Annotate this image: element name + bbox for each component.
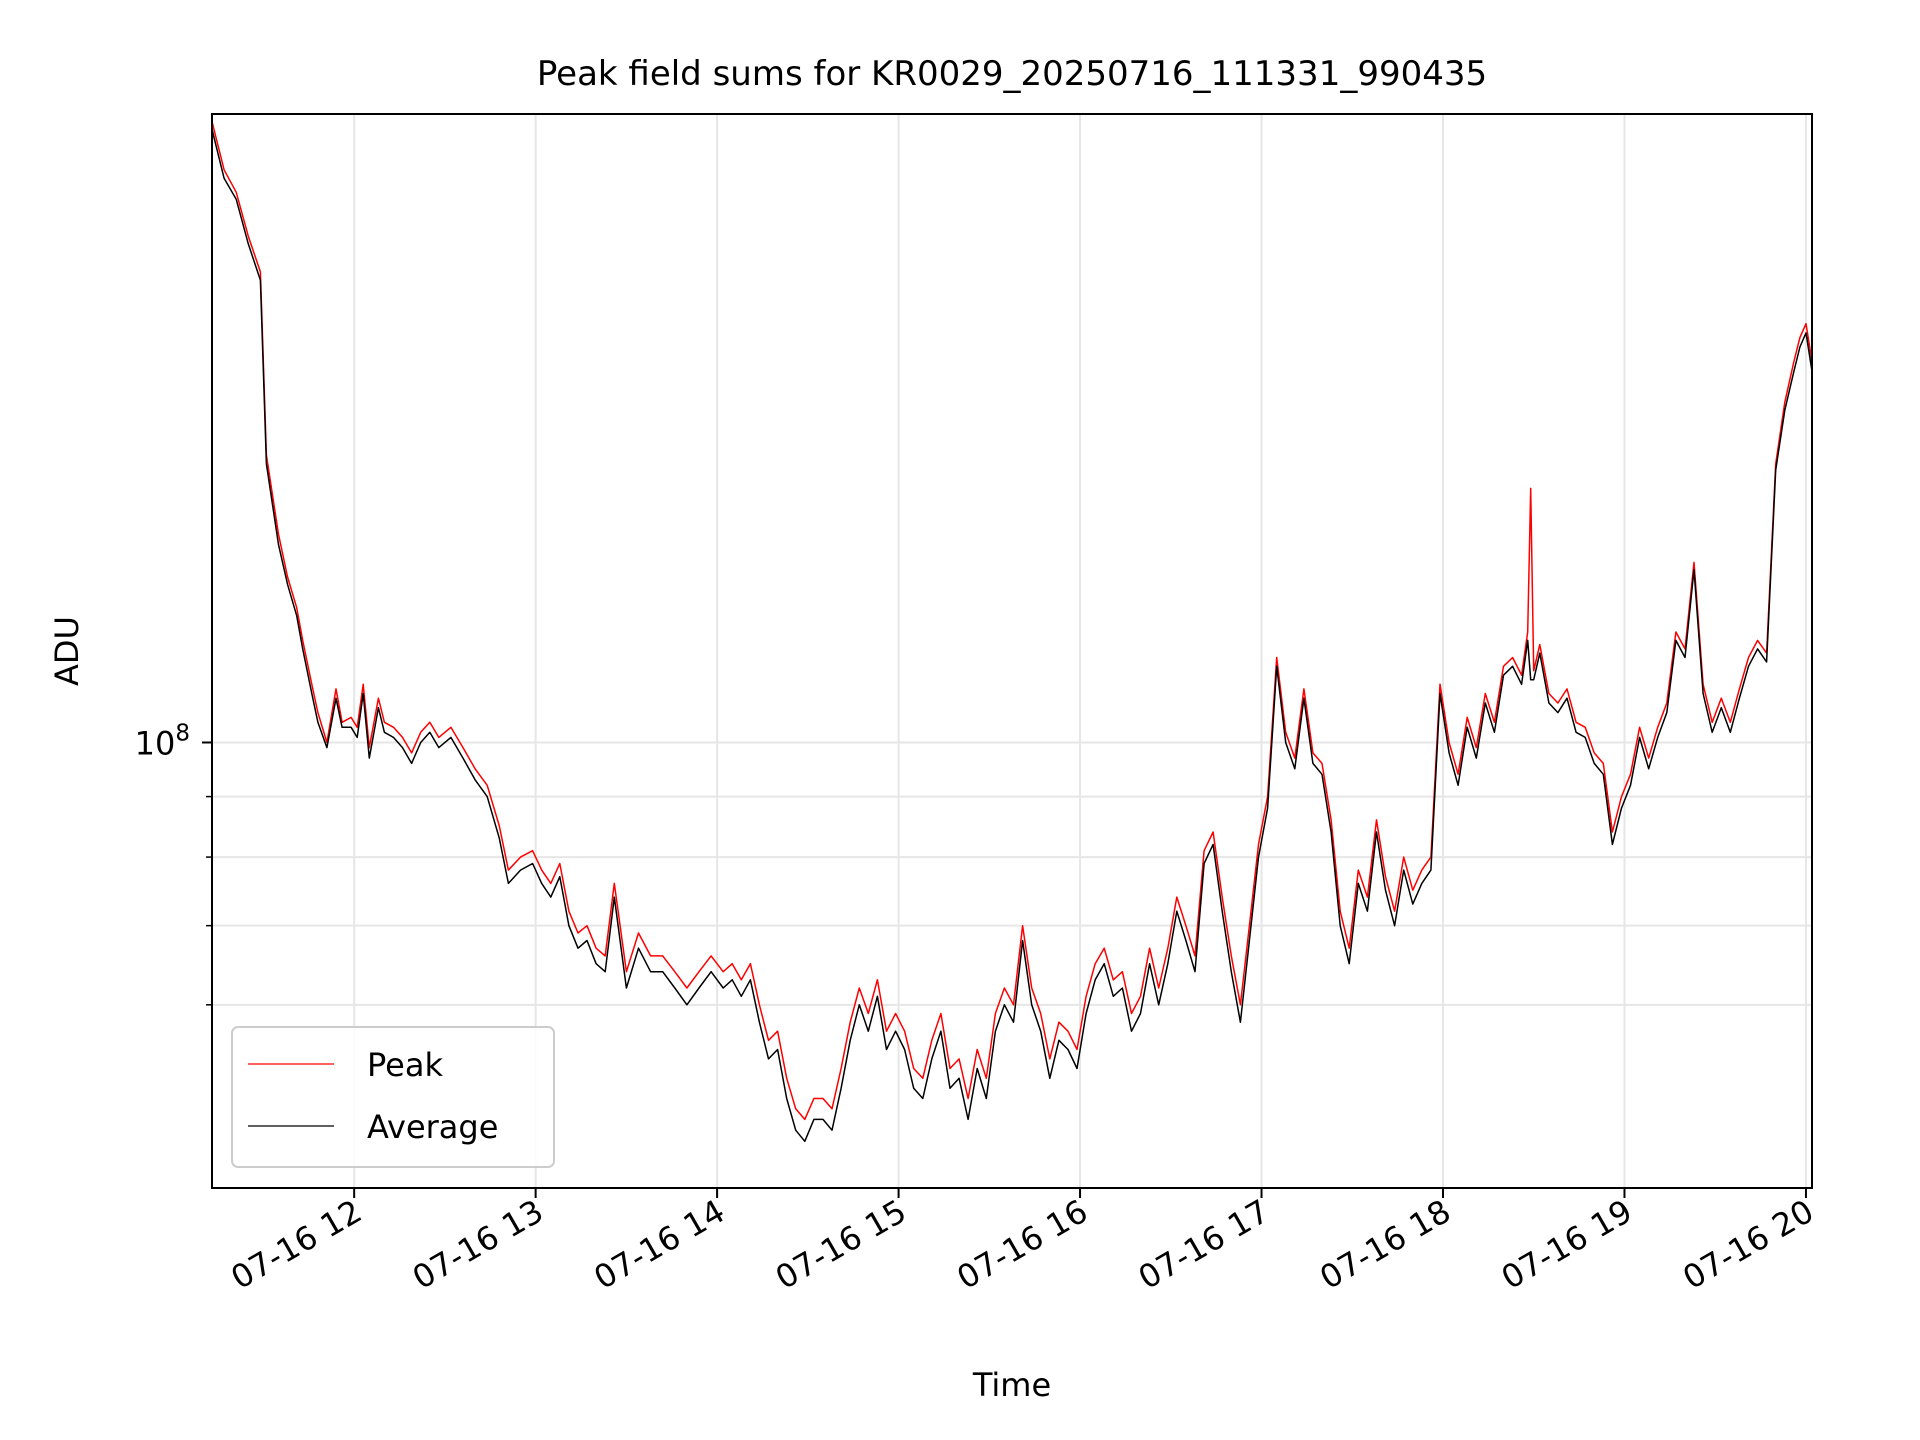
legend-label-average: Average (367, 1108, 498, 1146)
y-tick-label-base: 10 (135, 724, 176, 762)
y-tick-label-exponent: 8 (175, 720, 190, 746)
legend-label-peak: Peak (367, 1046, 443, 1084)
chart-title: Peak field sums for KR0029_20250716_1113… (537, 54, 1487, 94)
legend: Peak Average (231, 1026, 555, 1168)
x-axis-label: Time (972, 1366, 1051, 1404)
y-axis: 108 (135, 720, 212, 1006)
y-tick-label: 108 (135, 720, 190, 762)
legend-box (231, 1026, 555, 1168)
series-line-average (211, 129, 1813, 1143)
plot-frame (211, 113, 1813, 1189)
y-axis-label: ADU (48, 616, 86, 686)
plot-series (211, 121, 1813, 1143)
grid (212, 114, 1812, 1188)
series-line-peak (211, 121, 1813, 1121)
